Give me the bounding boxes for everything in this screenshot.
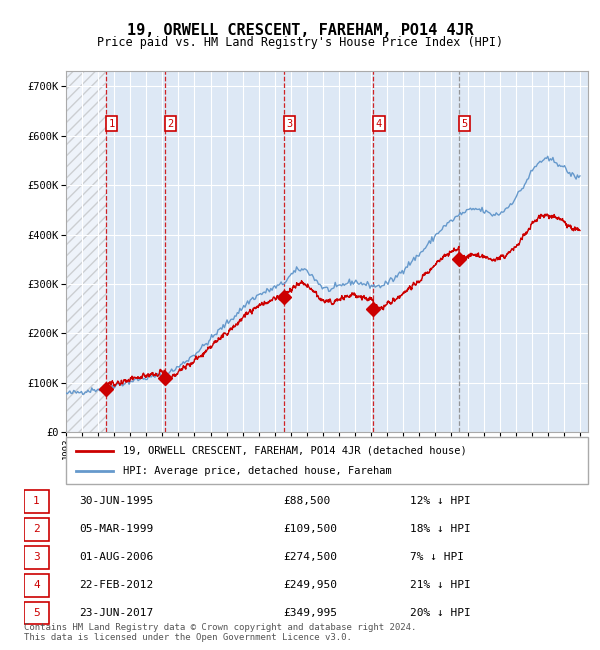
Text: Contains HM Land Registry data © Crown copyright and database right 2024.
This d: Contains HM Land Registry data © Crown c… (24, 623, 416, 642)
FancyBboxPatch shape (24, 518, 49, 541)
Text: 1: 1 (33, 497, 40, 506)
Text: 05-MAR-1999: 05-MAR-1999 (79, 525, 154, 534)
Text: HPI: Average price, detached house, Fareham: HPI: Average price, detached house, Fare… (124, 466, 392, 476)
Text: 12% ↓ HPI: 12% ↓ HPI (410, 497, 471, 506)
Text: £109,500: £109,500 (283, 525, 337, 534)
Text: 4: 4 (376, 119, 382, 129)
Text: 7% ↓ HPI: 7% ↓ HPI (410, 552, 464, 562)
Bar (66, 72, 106, 432)
Text: 5: 5 (33, 608, 40, 618)
FancyBboxPatch shape (24, 574, 49, 597)
Text: 2: 2 (167, 119, 174, 129)
Text: 5: 5 (461, 119, 467, 129)
Text: £249,950: £249,950 (283, 580, 337, 590)
Text: 22-FEB-2012: 22-FEB-2012 (79, 580, 154, 590)
Text: 2: 2 (33, 525, 40, 534)
FancyBboxPatch shape (24, 546, 49, 569)
Text: 01-AUG-2006: 01-AUG-2006 (79, 552, 154, 562)
Text: 18% ↓ HPI: 18% ↓ HPI (410, 525, 471, 534)
Text: 1: 1 (109, 119, 115, 129)
FancyBboxPatch shape (24, 602, 49, 625)
Text: 23-JUN-2017: 23-JUN-2017 (79, 608, 154, 618)
Text: 19, ORWELL CRESCENT, FAREHAM, PO14 4JR (detached house): 19, ORWELL CRESCENT, FAREHAM, PO14 4JR (… (124, 445, 467, 456)
Text: 21% ↓ HPI: 21% ↓ HPI (410, 580, 471, 590)
Text: 3: 3 (287, 119, 293, 129)
Text: £349,995: £349,995 (283, 608, 337, 618)
Text: 4: 4 (33, 580, 40, 590)
Text: £88,500: £88,500 (283, 497, 331, 506)
Text: 3: 3 (33, 552, 40, 562)
Text: Price paid vs. HM Land Registry's House Price Index (HPI): Price paid vs. HM Land Registry's House … (97, 36, 503, 49)
FancyBboxPatch shape (66, 437, 588, 484)
FancyBboxPatch shape (24, 490, 49, 513)
Text: 30-JUN-1995: 30-JUN-1995 (79, 497, 154, 506)
Text: 19, ORWELL CRESCENT, FAREHAM, PO14 4JR: 19, ORWELL CRESCENT, FAREHAM, PO14 4JR (127, 23, 473, 38)
Text: 20% ↓ HPI: 20% ↓ HPI (410, 608, 471, 618)
Text: £274,500: £274,500 (283, 552, 337, 562)
